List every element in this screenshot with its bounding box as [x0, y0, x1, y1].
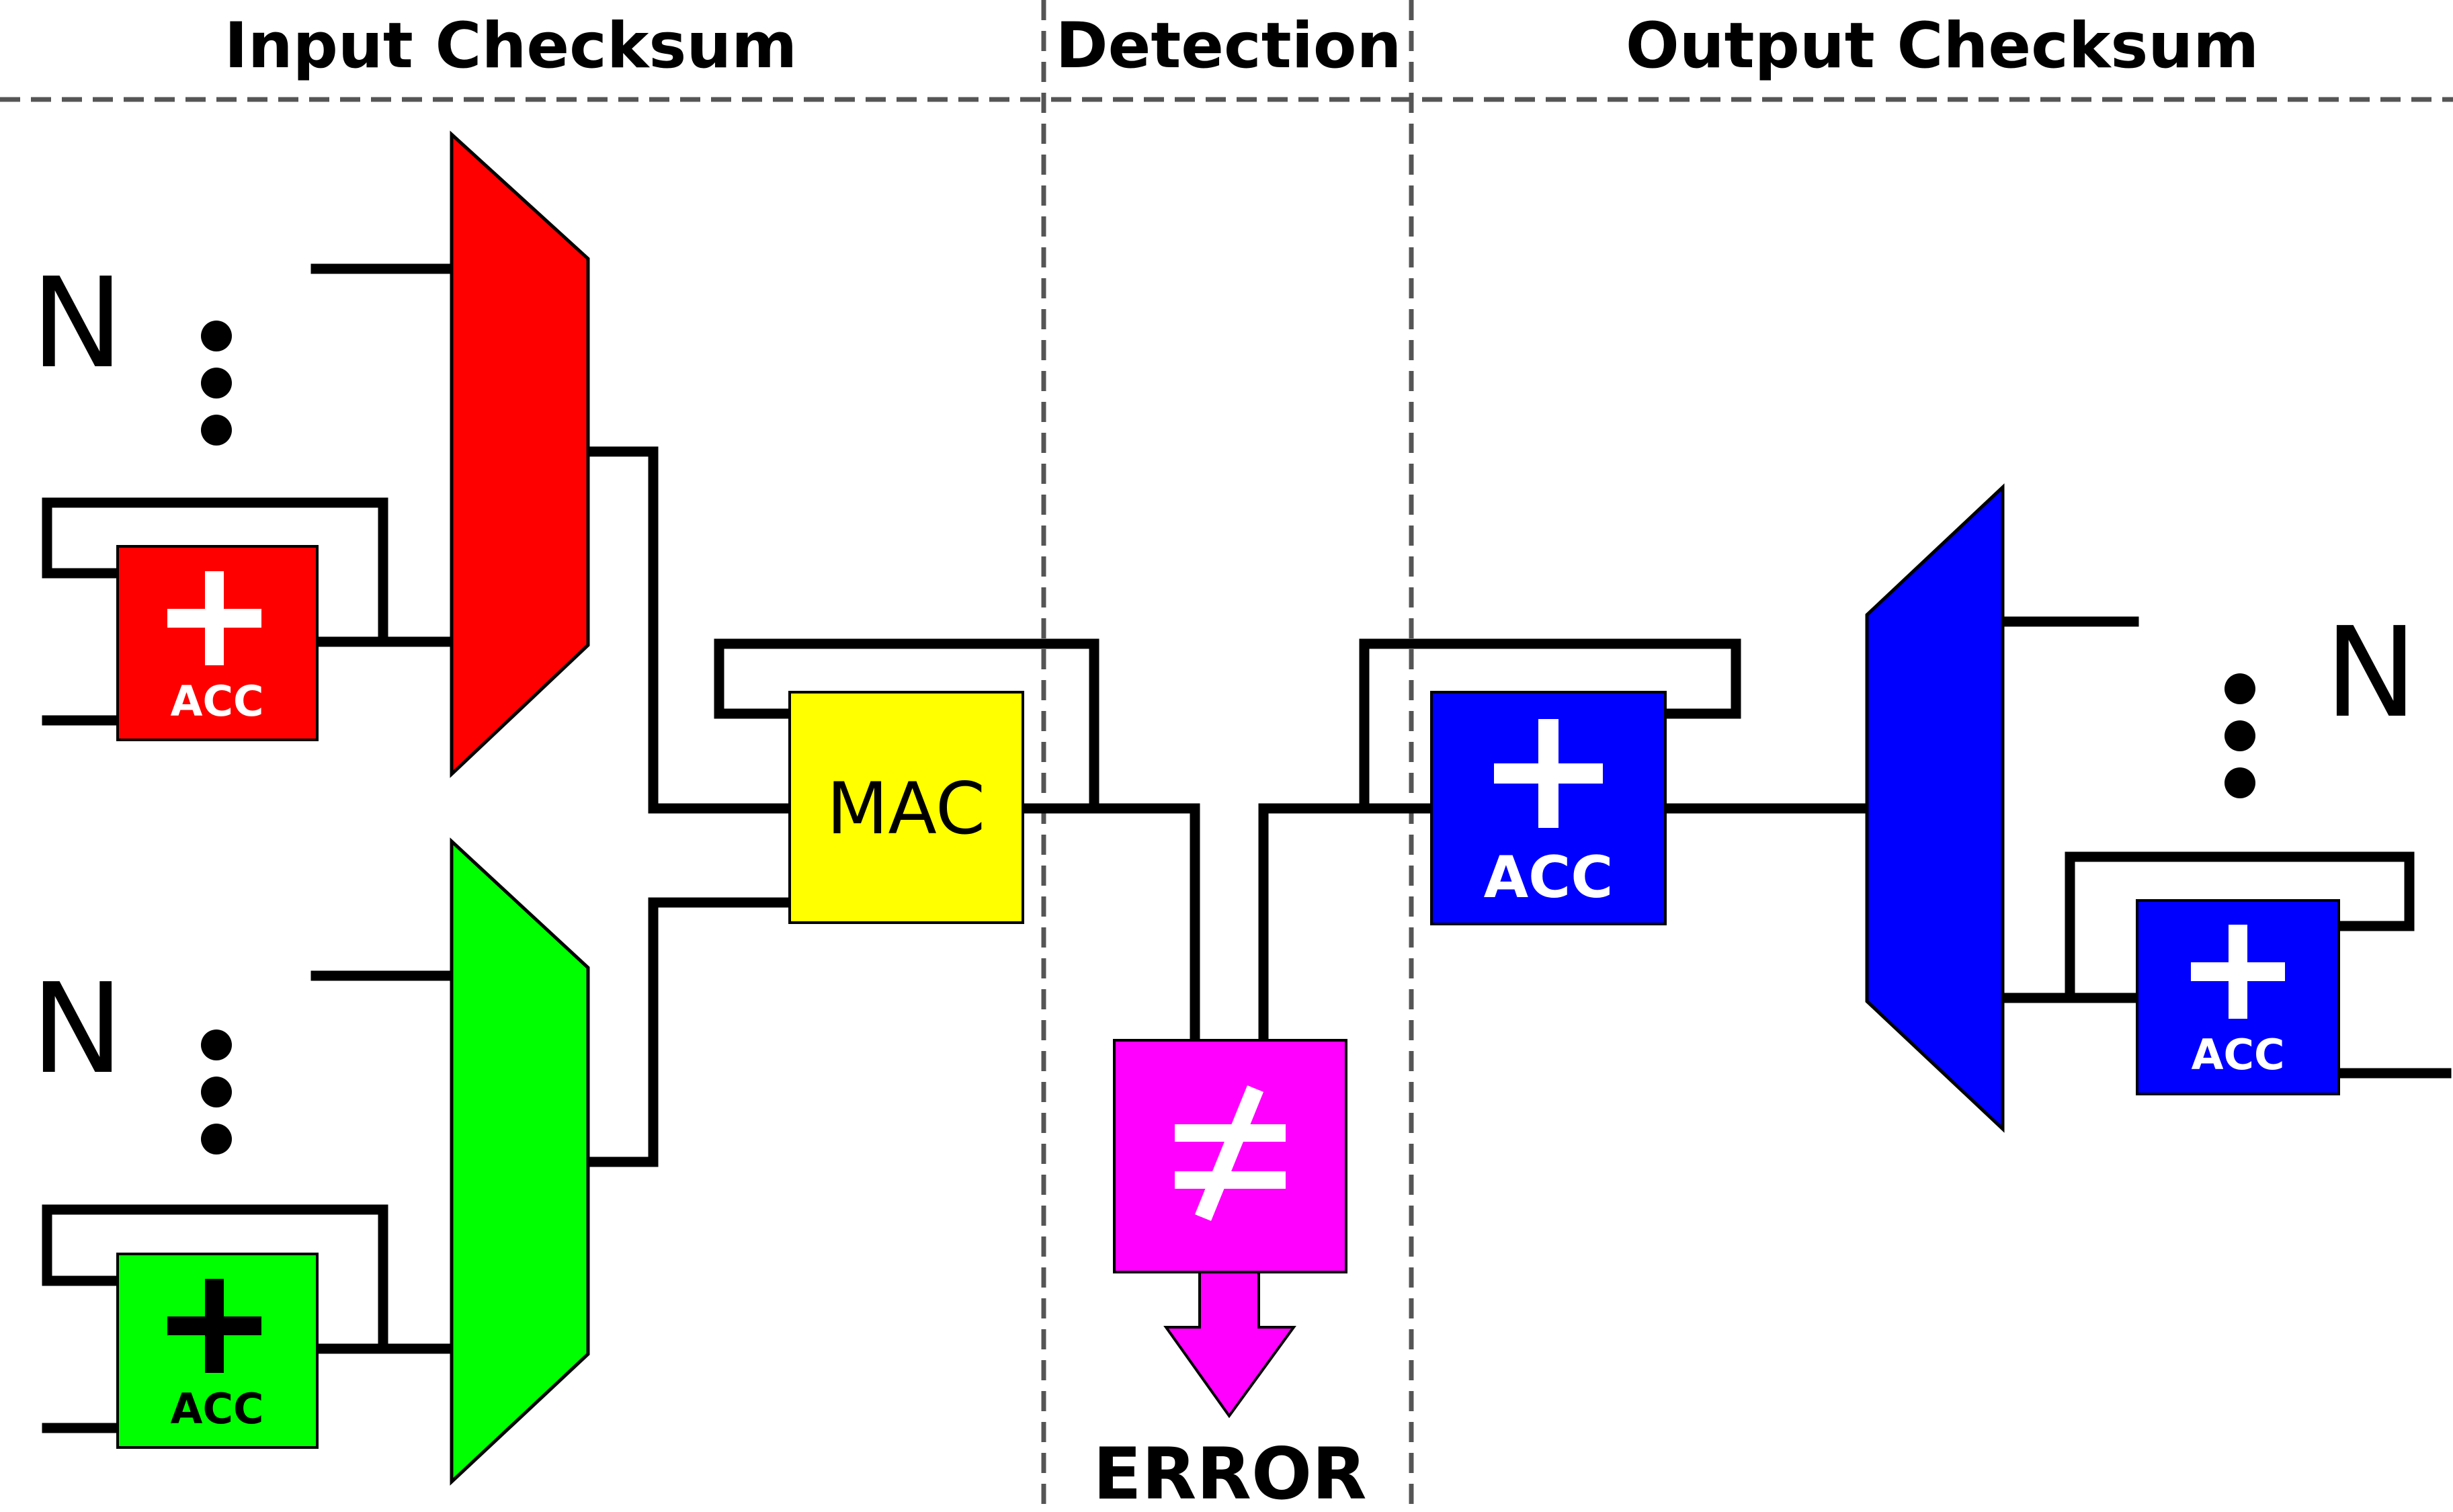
vertical-ellipsis-right — [2225, 673, 2255, 798]
blue-acc-large-label: ACC — [1484, 844, 1614, 911]
comparator — [1113, 1039, 1347, 1273]
n-label-bottom-left: N — [31, 956, 124, 1101]
mac-box — [788, 691, 1024, 924]
n-label-right: N — [2325, 600, 2417, 745]
blue-acc-small-label: ACC — [2192, 1030, 2285, 1079]
output-wires — [1258, 616, 2452, 1079]
blue-acc-small-plus-h — [2191, 962, 2285, 981]
section-input-checksum: Input Checksum — [224, 9, 797, 83]
red-accumulator: ACC — [116, 545, 319, 741]
green-acc-label: ACC — [171, 1384, 264, 1433]
section-output-checksum: Output Checksum — [1626, 9, 2259, 83]
green-input-mux — [450, 837, 590, 1486]
blue-accumulator-small: ACC — [2136, 899, 2340, 1095]
input-wires — [42, 263, 1200, 1433]
mac-label: MAC — [827, 767, 985, 850]
red-acc-label: ACC — [171, 677, 264, 726]
red-input-mux — [450, 130, 590, 778]
section-detection: Detection — [1056, 9, 1402, 83]
mac-unit: MAC — [788, 691, 1024, 924]
green-acc-plus-h — [167, 1316, 261, 1335]
blue-acc-large-plus-h — [1494, 763, 1603, 784]
vertical-ellipsis-bottom-left — [201, 1030, 232, 1154]
error-label: ERROR — [1093, 1433, 1366, 1512]
red-acc-plus-h — [167, 609, 261, 628]
not-equal-bar-bottom — [1175, 1171, 1286, 1189]
not-equal-slash — [1194, 1085, 1264, 1221]
error-arrow — [1163, 1271, 1296, 1419]
vertical-ellipsis-top-left — [201, 321, 232, 446]
blue-output-demux — [1865, 483, 2005, 1133]
blue-accumulator-large: ACC — [1430, 691, 1667, 925]
n-label-top-left: N — [31, 251, 124, 396]
green-accumulator: ACC — [116, 1253, 319, 1449]
